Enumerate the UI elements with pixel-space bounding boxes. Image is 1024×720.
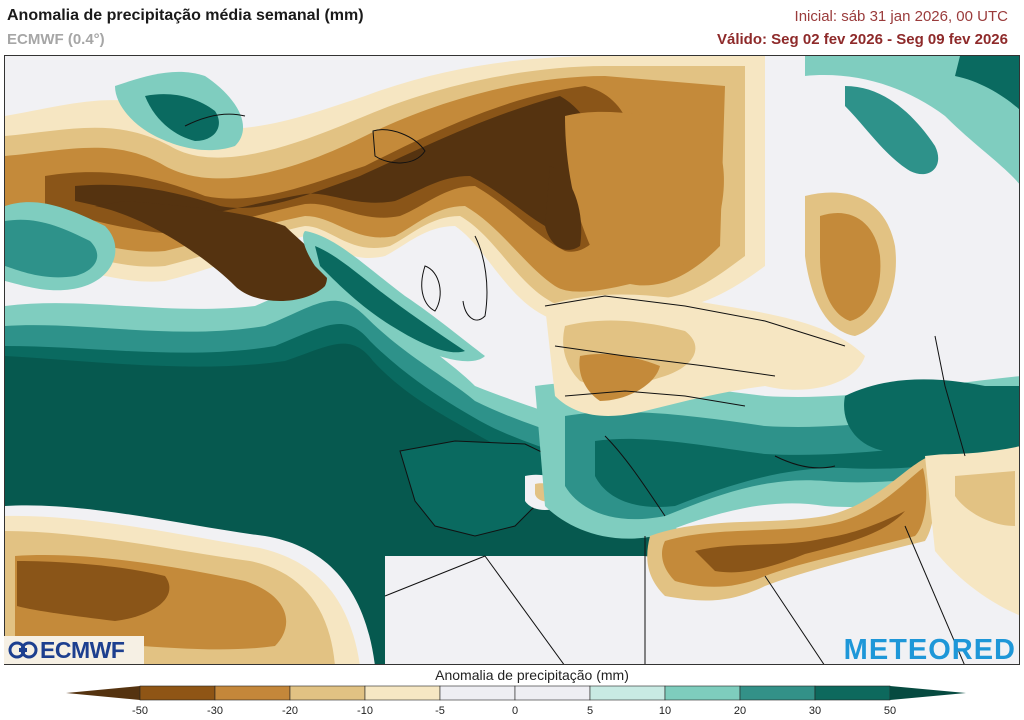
model-label: ECMWF (0.4°) bbox=[7, 31, 105, 48]
initial-time: Inicial: sáb 31 jan 2026, 00 UTC bbox=[794, 8, 1008, 25]
colorbar-tick: 5 bbox=[586, 705, 594, 717]
meteored-logo: METEORED bbox=[843, 634, 1016, 666]
colorbar-tick: 0 bbox=[511, 705, 519, 717]
colorbar-tick: -50 bbox=[132, 705, 148, 717]
colorbar bbox=[66, 685, 966, 701]
ecmwf-logo-icon bbox=[8, 641, 38, 659]
colorbar-tick: 10 bbox=[658, 705, 672, 717]
colorbar-tick: 20 bbox=[733, 705, 747, 717]
colorbar-ticks: -50 -30 -20 -10 -5 0 5 10 20 30 50 bbox=[0, 705, 1024, 719]
colorbar-tick: 50 bbox=[883, 705, 897, 717]
colorbar-tick: -10 bbox=[357, 705, 373, 717]
colorbar-tick: -5 bbox=[435, 705, 445, 717]
map-canvas bbox=[5, 56, 1019, 664]
colorbar-tick: -20 bbox=[282, 705, 298, 717]
precipitation-anomaly-map[interactable] bbox=[4, 55, 1020, 665]
colorbar-tick: 30 bbox=[808, 705, 822, 717]
valid-period: Válido: Seg 02 fev 2026 - Seg 09 fev 202… bbox=[717, 31, 1008, 48]
map-title: Anomalia de precipitação média semanal (… bbox=[7, 7, 364, 24]
ecmwf-logo-text: ECMWF bbox=[40, 636, 125, 663]
ecmwf-logo: ECMWF bbox=[4, 636, 144, 664]
colorbar-tick: -30 bbox=[207, 705, 223, 717]
colorbar-label: Anomalia de precipitação (mm) bbox=[435, 667, 629, 683]
